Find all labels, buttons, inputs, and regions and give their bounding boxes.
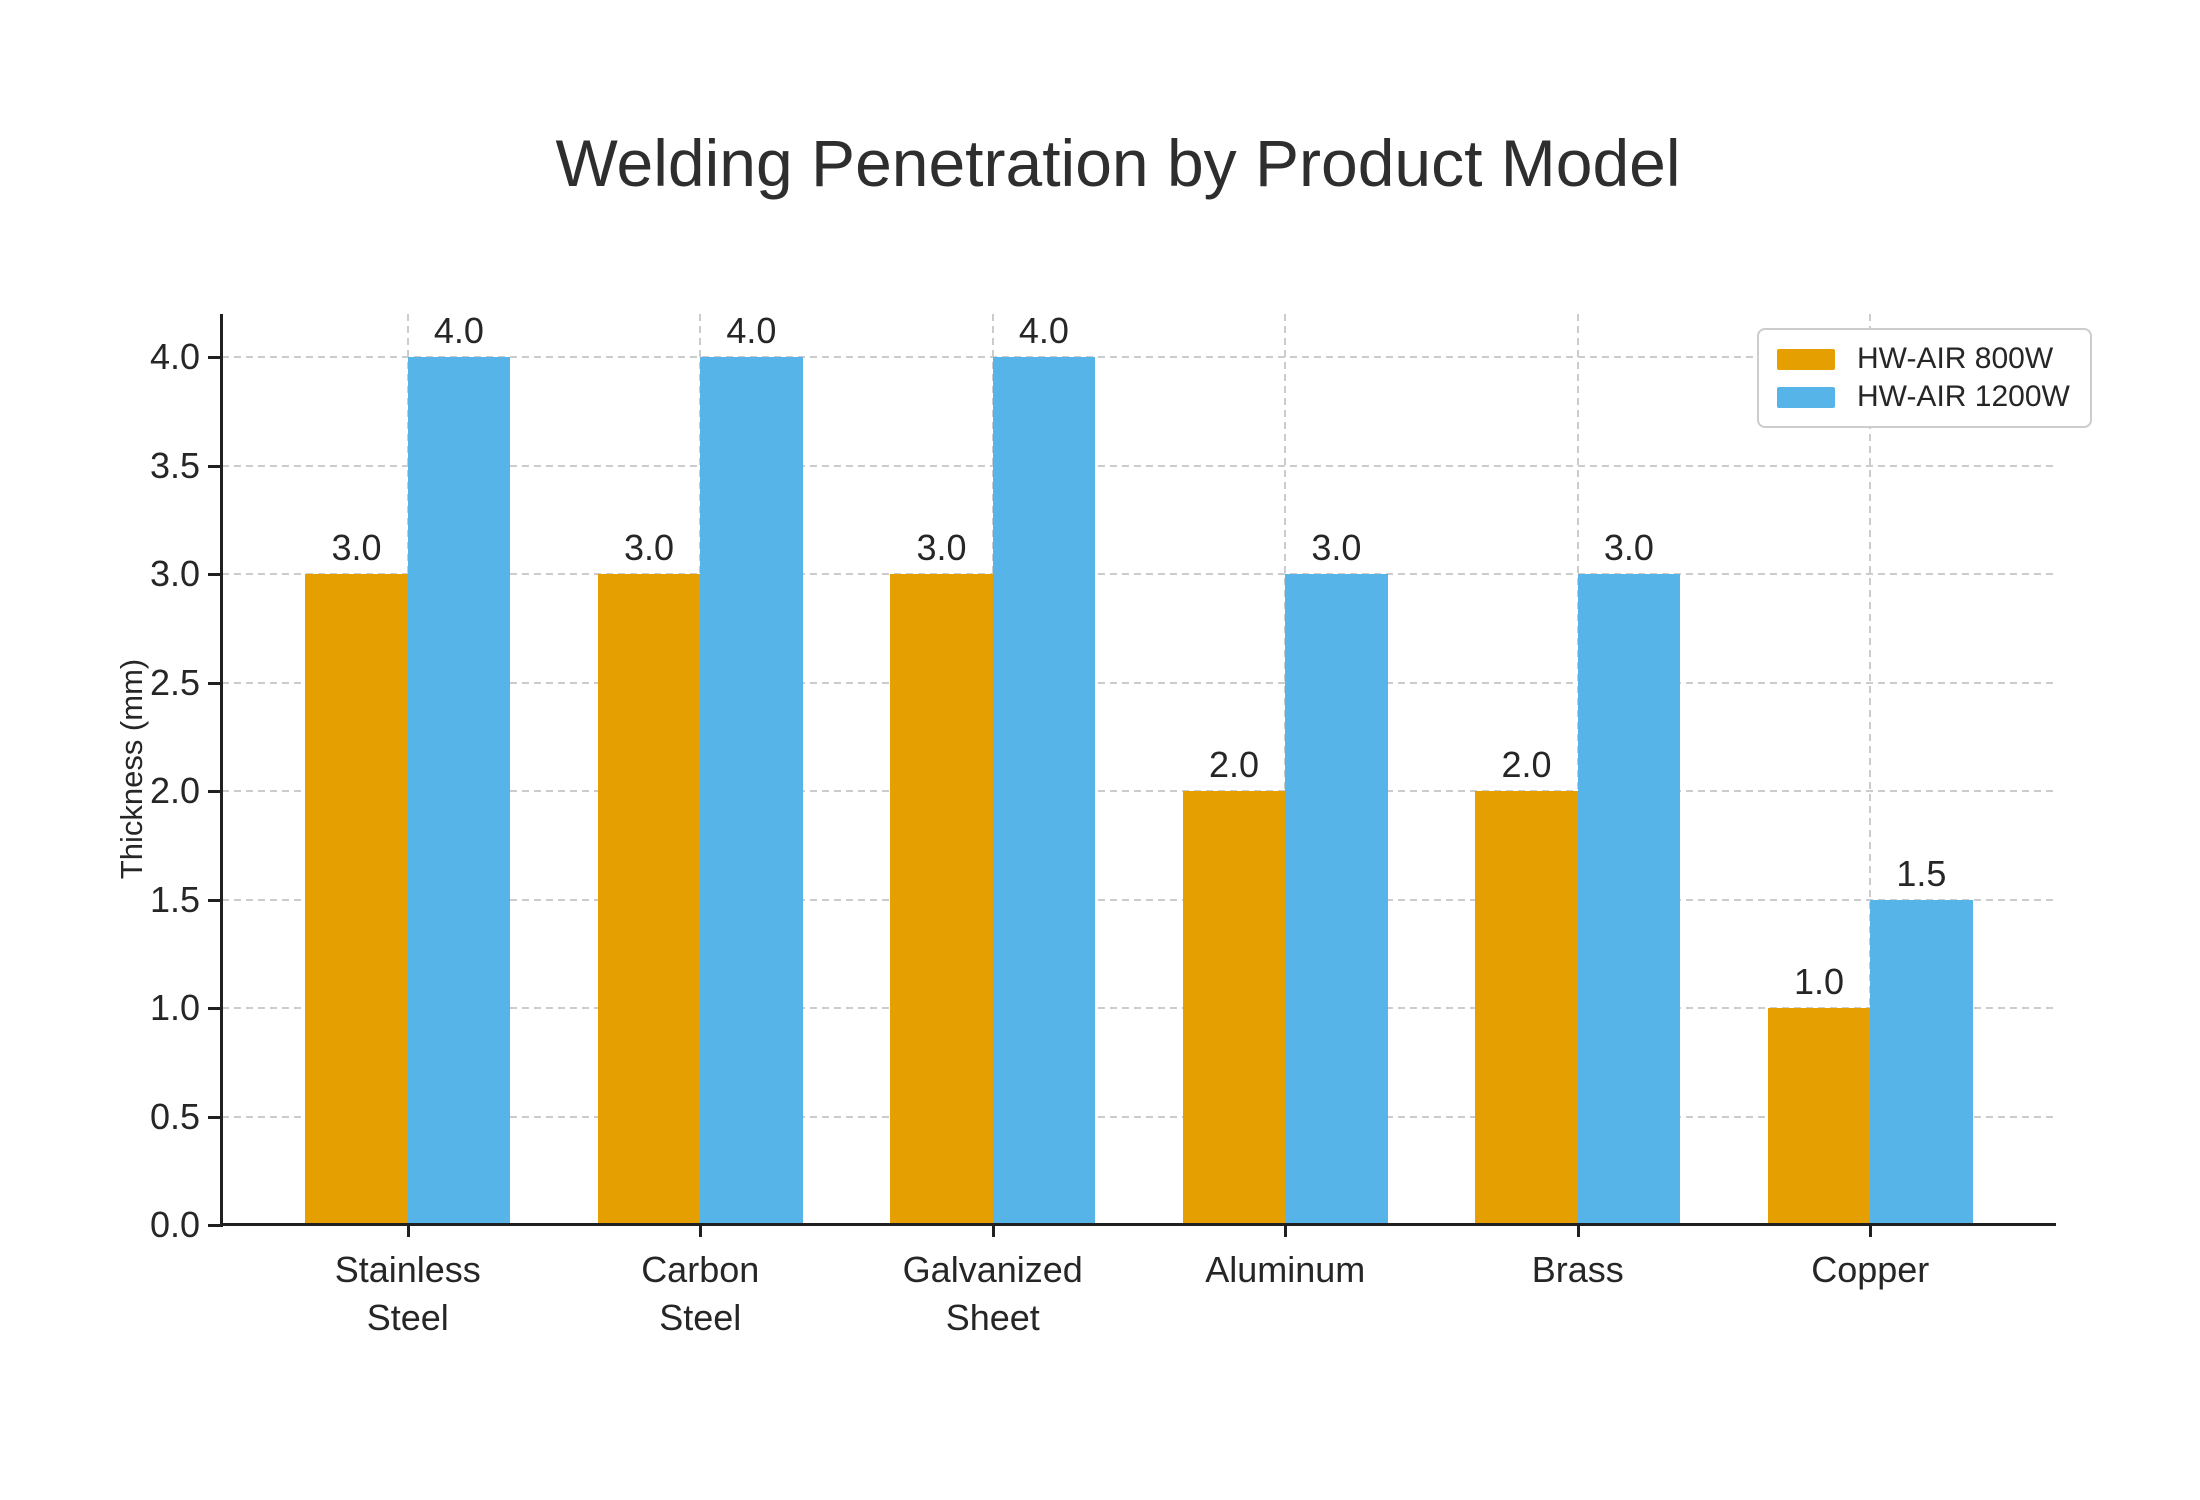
plot-area: 3.0 3.0 3.0 2.0 2.0 1.0 4.0 4.0 4.0 3.0 3.0 1.5 0.0 0…: [150, 310, 2056, 1338]
gridline-horizontal: [222, 1115, 2056, 1118]
y-tick-label: 1.0: [149, 987, 200, 1029]
bar: [1182, 791, 1286, 1225]
x-tick-mark: [406, 1225, 410, 1237]
bar-value-label: 3.0: [331, 527, 382, 569]
bar: [992, 357, 1096, 1225]
x-tick-label: Galvanized Sheet: [902, 1249, 1083, 1338]
y-tick-mark: [208, 464, 220, 468]
legend-item: HW-AIR 1200W: [1777, 378, 2070, 416]
y-tick-label: 2.0: [149, 770, 200, 812]
x-tick-mark: [1576, 1225, 1580, 1237]
y-tick-label: 3.0: [149, 553, 200, 595]
bar-value-label: 3.0: [1603, 527, 1654, 569]
bar-value-label: 1.5: [1896, 852, 1947, 894]
bar: [700, 357, 803, 1225]
y-tick-mark: [208, 790, 220, 794]
bar-value-label: 1.0: [1794, 961, 1845, 1003]
gridline-horizontal: [222, 790, 2056, 793]
bar: [1870, 899, 1973, 1225]
gridline-horizontal: [222, 464, 2056, 467]
bar-value-label: 4.0: [1018, 310, 1069, 352]
bar: [1577, 574, 1681, 1225]
y-tick-label: 0.5: [149, 1095, 200, 1137]
bar-value-label: 3.0: [624, 527, 675, 569]
x-tick-label: Stainless Steel: [334, 1249, 481, 1338]
gridline-horizontal: [222, 356, 2056, 359]
y-tick-label: 3.5: [149, 444, 200, 486]
y-tick-mark: [208, 681, 220, 685]
x-tick-label: Copper: [1811, 1249, 1930, 1290]
bar: [1285, 574, 1388, 1225]
x-tick-label: Brass: [1531, 1249, 1624, 1290]
legend: HW-AIR 800W HW-AIR 1200W: [1757, 328, 2092, 428]
x-tick-label: Carbon Steel: [641, 1249, 760, 1338]
gridline-horizontal: [222, 573, 2056, 576]
y-tick-mark: [208, 1007, 220, 1011]
bar: [597, 574, 701, 1225]
x-axis-spine: [220, 1223, 2056, 1226]
bar: [1475, 791, 1578, 1225]
bar-value-label: 4.0: [433, 310, 484, 352]
bar: [890, 574, 993, 1225]
legend-label: HW-AIR 800W: [1857, 342, 2054, 375]
gridline-horizontal: [222, 1007, 2056, 1010]
bar-value-label: 3.0: [1311, 527, 1362, 569]
y-tick-label: 2.5: [149, 661, 200, 703]
y-tick-label: 0.0: [149, 1204, 200, 1245]
legend-swatch: [1777, 348, 1835, 370]
y-tick-mark: [208, 356, 220, 360]
bar-value-label: 2.0: [1501, 744, 1552, 786]
y-tick-mark: [208, 898, 220, 902]
y-tick-label: 4.0: [149, 336, 200, 378]
bar: [1767, 1008, 1871, 1225]
bar-value-label: 3.0: [916, 527, 967, 569]
y-tick-mark: [208, 1115, 220, 1119]
legend-swatch: [1777, 386, 1835, 408]
bar-value-label: 4.0: [726, 310, 777, 352]
chart-title: Welding Penetration by Product Model: [555, 126, 1681, 200]
y-tick-mark: [208, 1224, 220, 1227]
x-tick-mark: [991, 1225, 995, 1237]
y-tick-label: 1.5: [149, 878, 200, 920]
bar: [305, 574, 408, 1225]
bar: [407, 357, 511, 1225]
y-tick-mark: [208, 573, 220, 577]
x-tick-mark: [699, 1225, 703, 1237]
y-axis-spine: [220, 314, 223, 1227]
bar-value-label: 2.0: [1209, 744, 1260, 786]
legend-item: HW-AIR 800W: [1777, 340, 2070, 378]
gridline-horizontal: [222, 681, 2056, 684]
x-tick-mark: [1284, 1225, 1288, 1237]
gridline-vertical: [1869, 314, 1872, 1225]
x-tick-mark: [1869, 1225, 1873, 1237]
x-tick-label: Aluminum: [1205, 1249, 1366, 1290]
legend-label: HW-AIR 1200W: [1857, 380, 2070, 413]
gridline-horizontal: [222, 898, 2056, 901]
